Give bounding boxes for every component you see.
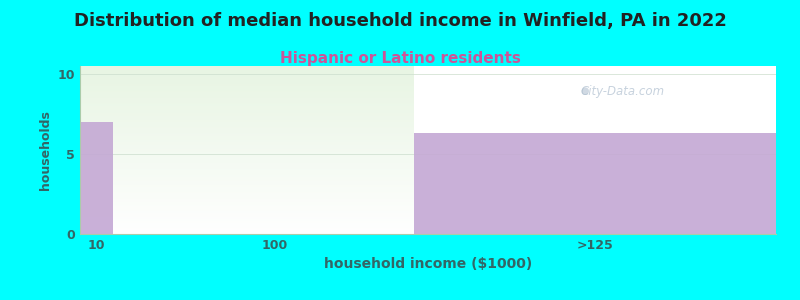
Text: ●: ● xyxy=(580,86,589,96)
Y-axis label: households: households xyxy=(39,110,52,190)
X-axis label: household income ($1000): household income ($1000) xyxy=(324,257,532,272)
Text: City-Data.com: City-Data.com xyxy=(581,85,665,98)
Text: Hispanic or Latino residents: Hispanic or Latino residents xyxy=(279,51,521,66)
Bar xyxy=(414,133,776,234)
Text: Distribution of median household income in Winfield, PA in 2022: Distribution of median household income … xyxy=(74,12,726,30)
Bar xyxy=(80,122,114,234)
